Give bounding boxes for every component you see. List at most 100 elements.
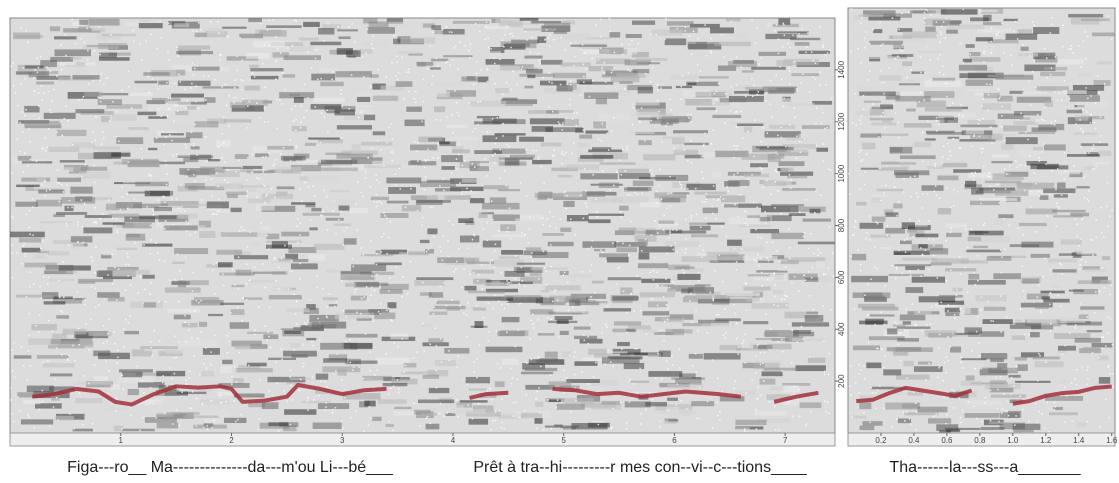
texture-speck [1049,268,1052,271]
texture-speck [99,53,101,56]
texture-bar [712,172,722,178]
texture-speck [989,176,991,178]
texture-bar [177,155,214,158]
texture-speck [324,409,326,411]
texture-speck [452,132,454,134]
texture-speck [307,51,310,53]
texture-bar [387,302,397,309]
texture-bar [51,394,60,401]
texture-bar [967,236,982,242]
texture-speck [127,322,130,324]
texture-speck [479,100,482,103]
texture-speck [649,64,651,66]
texture-bar [619,81,633,84]
texture-speck [210,399,213,402]
texture-bar [473,278,491,284]
texture-bar [759,378,776,385]
texture-speck [401,56,403,58]
texture-speck [938,333,941,336]
texture-bar [754,360,783,363]
texture-speck [242,79,244,82]
texture-bar [103,249,118,256]
texture-speck [774,29,776,32]
texture-speck [161,381,164,384]
texture-bar [121,158,159,165]
texture-speck [384,215,386,217]
texture-bar [128,191,149,194]
texture-speck [757,344,759,346]
texture-speck [712,298,714,301]
texture-bar [895,347,933,353]
texture-speck [1058,206,1060,209]
texture-speck [964,225,966,227]
texture-speck [947,158,950,160]
texture-speck [47,276,50,278]
texture-bar [764,131,801,138]
texture-speck [12,61,15,64]
texture-speck [1068,332,1071,334]
texture-speck [549,34,551,36]
texture-speck [225,401,227,403]
texture-speck [780,78,783,80]
texture-speck [87,49,89,52]
texture-speck [490,48,492,50]
texture-speck [1033,24,1036,27]
texture-speck [637,42,639,45]
texture-speck [556,399,559,401]
texture-speck [306,400,308,403]
texture-speck [486,68,488,71]
texture-speck [27,164,29,167]
texture-bar [883,13,912,18]
texture-speck [865,237,867,240]
texture-speck [184,256,187,258]
texture-bar [524,85,534,89]
texture-bar [1067,103,1080,111]
texture-bar [485,59,515,65]
texture-speck [186,100,189,102]
texture-speck [263,44,266,46]
texture-speck [299,378,302,381]
texture-bar [220,232,258,237]
texture-speck [754,119,756,121]
texture-speck [549,225,551,227]
texture-speck [601,170,604,172]
texture-speck [760,271,763,274]
texture-bar [944,427,981,430]
texture-speck [345,226,348,229]
texture-bar [675,378,702,385]
texture-bar [436,300,460,305]
texture-speck [480,69,482,71]
texture-bar [422,23,435,28]
texture-bar [685,99,712,106]
texture-speck [981,421,983,423]
texture-bar [856,201,867,206]
texture-speck [443,282,445,284]
texture-bar [735,419,767,426]
texture-speck [1100,135,1102,137]
texture-speck [1000,295,1002,297]
texture-speck [741,137,744,139]
texture-speck [28,334,30,337]
texture-speck [19,121,21,124]
texture-speck [629,378,631,380]
texture-bar [35,403,62,409]
texture-bar [260,150,272,154]
texture-bar [222,359,233,365]
texture-speck [870,278,872,281]
texture-speck [82,95,85,98]
texture-speck [266,193,268,196]
texture-speck [195,299,198,302]
texture-speck [348,108,351,110]
texture-speck [175,356,178,359]
texture-bar [290,263,318,270]
texture-bar [272,52,289,58]
texture-bar [437,257,464,264]
texture-speck [1054,56,1057,58]
texture-speck [1087,378,1089,380]
texture-bar [893,203,903,209]
texture-speck [938,347,940,349]
texture-speck [10,172,13,175]
texture-speck [556,299,559,302]
texture-speck [1043,119,1045,122]
texture-speck [441,28,444,31]
